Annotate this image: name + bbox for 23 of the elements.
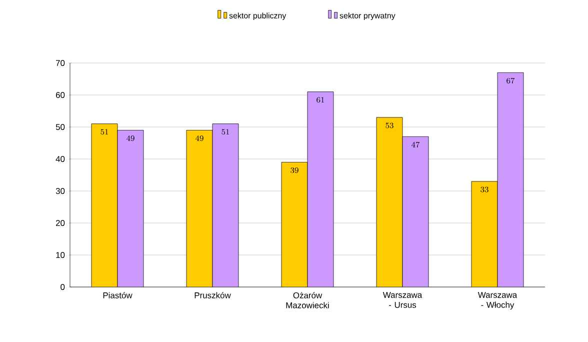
x-tick-label: Piastów xyxy=(103,292,132,298)
y-tick-label: 30 xyxy=(56,188,65,194)
bar xyxy=(308,92,334,287)
y-tick-label: 10 xyxy=(56,252,65,258)
bar xyxy=(186,130,212,287)
y-tick-label: 40 xyxy=(56,156,65,162)
x-tick-label: Pruszków xyxy=(194,292,231,298)
x-tick-label: Warszawa - Włochy xyxy=(478,292,518,310)
y-tick-label: 50 xyxy=(56,124,65,130)
bar xyxy=(376,117,402,287)
bar xyxy=(212,124,238,287)
bar xyxy=(92,124,118,287)
x-tick-label: Warszawa - Ursus xyxy=(382,292,422,308)
y-tick-label: 20 xyxy=(56,220,65,226)
bar xyxy=(282,162,308,287)
bar xyxy=(497,72,524,287)
y-tick-label: 70 xyxy=(56,60,65,66)
y-tick-label: 60 xyxy=(56,92,65,98)
y-tick-label: 0 xyxy=(60,284,65,290)
bar xyxy=(471,181,498,287)
bar xyxy=(402,136,429,287)
x-tick-label: Ożarów Mazowiecki xyxy=(286,292,329,308)
bar xyxy=(118,130,144,287)
